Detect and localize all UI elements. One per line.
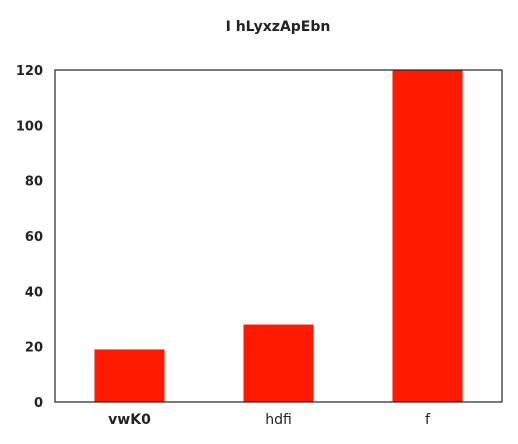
plot-frame (54, 69, 503, 403)
y-tick-label-100: 100 (16, 119, 43, 134)
y-tick-label-0: 0 (34, 396, 43, 411)
x-tick-label-hdfi: hdfi (265, 412, 292, 428)
bar-f (392, 70, 463, 402)
y-tick-label-20: 20 (25, 341, 43, 356)
bars-group (94, 70, 463, 402)
bar-vwK0 (94, 349, 165, 402)
bar-hdfi (243, 324, 314, 402)
y-tick-label-60: 60 (25, 230, 43, 245)
y-tick-label-40: 40 (25, 285, 43, 300)
x-tick-label-vwK0: vwK0 (108, 412, 151, 428)
y-tick-label-120: 120 (16, 64, 43, 79)
chart-title: I hLyxzApEbn (226, 19, 331, 35)
x-axis-ticks: vwK0 hdfi f (108, 412, 431, 428)
x-tick-label-f: f (425, 412, 431, 428)
y-axis-ticks: 0 20 40 60 80 100 120 (16, 64, 43, 411)
y-tick-label-80: 80 (25, 175, 43, 190)
